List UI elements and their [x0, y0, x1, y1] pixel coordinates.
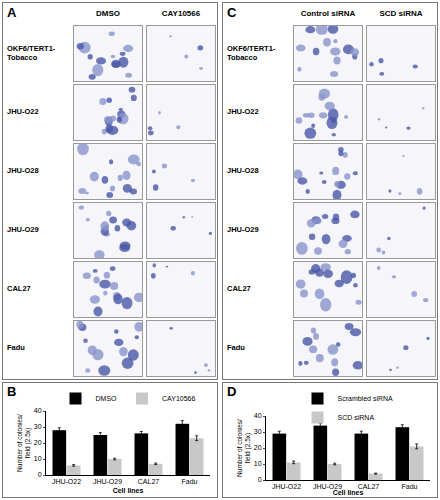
- svg-text:Number of colonies/field (2.5x: Number of colonies/field (2.5x): [16, 414, 32, 472]
- html-text:Fadu: Fadu: [227, 343, 245, 353]
- svg-text:20: 20: [254, 444, 262, 451]
- svg-text:40: 40: [34, 407, 42, 414]
- svg-text:CAL27: CAL27: [138, 478, 160, 485]
- html-text:OKF6/TERT1-Tobacco: OKF6/TERT1-Tobacco: [7, 43, 56, 62]
- svg-text:JHU-O22: JHU-O22: [272, 483, 301, 490]
- html-text:OKF6/TERT1-Tobacco: OKF6/TERT1-Tobacco: [227, 43, 276, 62]
- html-text:C: C: [227, 5, 237, 20]
- html-text:DMSO: DMSO: [96, 9, 120, 18]
- svg-text:JHU-O22: JHU-O22: [52, 478, 81, 485]
- svg-text:JHU-O29: JHU-O29: [313, 483, 342, 490]
- svg-text:DMSO: DMSO: [96, 395, 118, 402]
- svg-text:0: 0: [38, 471, 42, 478]
- svg-text:Fadu: Fadu: [182, 478, 198, 485]
- svg-text:30: 30: [254, 428, 262, 435]
- svg-text:10: 10: [34, 455, 42, 462]
- svg-text:30: 30: [34, 423, 42, 430]
- svg-text:Fadu: Fadu: [402, 483, 418, 490]
- svg-text:0: 0: [258, 476, 262, 483]
- html-text:JHU-O22: JHU-O22: [7, 107, 39, 117]
- html-text:CAL27: CAL27: [227, 284, 251, 294]
- svg-text:SCD siRNA: SCD siRNA: [338, 414, 375, 421]
- svg-text:Number of colonies/field (2.5x: Number of colonies/field (2.5x): [236, 419, 252, 477]
- svg-text:CAY10566: CAY10566: [162, 395, 195, 402]
- html-text:JHU-O22: JHU-O22: [227, 107, 259, 117]
- html-text:CAY10566: CAY10566: [161, 9, 201, 18]
- html-text:JHU-O28: JHU-O28: [227, 166, 259, 176]
- html-text:Fadu: Fadu: [7, 343, 25, 353]
- svg-text:40: 40: [254, 412, 262, 419]
- html-text:Control siRNA: Control siRNA: [300, 9, 356, 18]
- html-text:CAL27: CAL27: [7, 284, 31, 294]
- svg-text:CAL27: CAL27: [358, 483, 380, 490]
- svg-text:10: 10: [254, 460, 262, 467]
- svg-text:Cell lines: Cell lines: [113, 487, 144, 494]
- html-text:JHU-O28: JHU-O28: [7, 166, 39, 176]
- svg-text:20: 20: [34, 439, 42, 446]
- svg-text:JHU-O29: JHU-O29: [93, 478, 122, 485]
- html-text:A: A: [7, 5, 17, 20]
- svg-text:Cell lines: Cell lines: [333, 489, 364, 496]
- html-text:JHU-O29: JHU-O29: [227, 225, 259, 235]
- html-text:SCD siRNA: SCD siRNA: [379, 9, 423, 18]
- svg-text:Scrambled siRNA: Scrambled siRNA: [338, 395, 394, 402]
- html-text:JHU-O29: JHU-O29: [7, 225, 39, 235]
- html-text:B: B: [7, 384, 17, 399]
- html-text:D: D: [227, 384, 237, 399]
